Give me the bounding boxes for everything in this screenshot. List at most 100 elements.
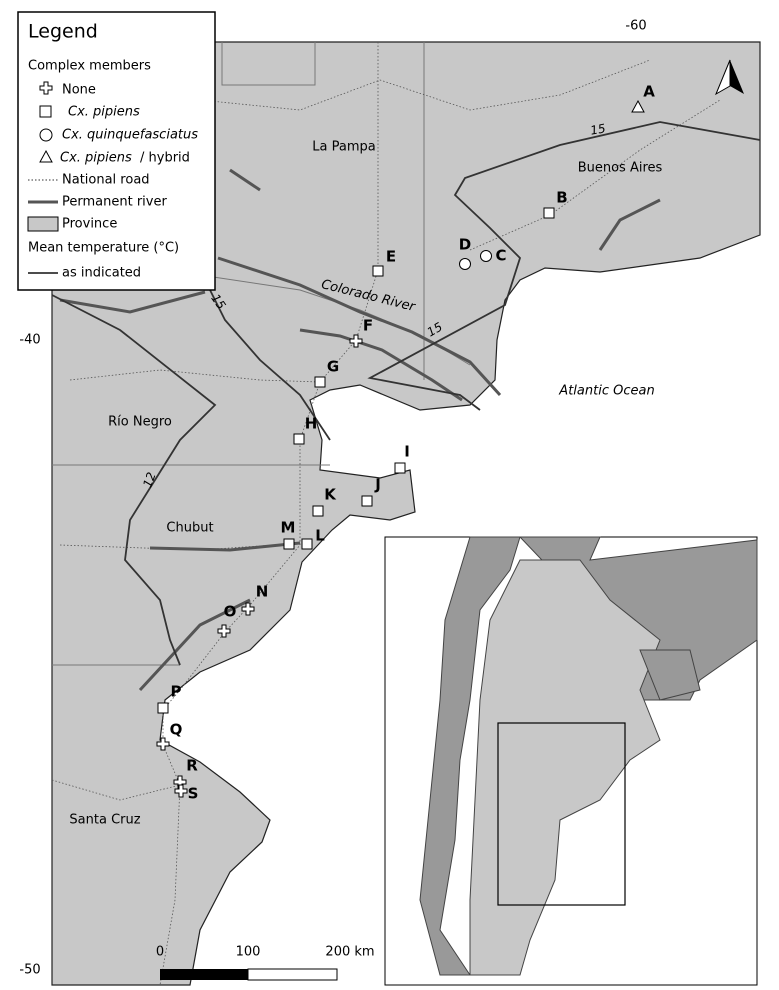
legend-cross: [39, 81, 53, 95]
site-marker: [361, 495, 373, 507]
site-marker: [293, 433, 305, 445]
chile: [419, 536, 521, 976]
site-label: M: [281, 519, 296, 537]
site-label: O: [224, 603, 237, 621]
site-marker: [156, 737, 170, 751]
rivers: [59, 168, 661, 692]
site-label: R: [186, 757, 198, 775]
north-arrow-right: [730, 60, 744, 94]
site-label: K: [324, 486, 337, 504]
site-label: P: [171, 683, 182, 701]
scale-segment: [160, 969, 248, 980]
isotherms: [51, 121, 761, 666]
legend-circle: [39, 128, 53, 142]
region-label: Río Negro: [108, 415, 172, 430]
isotherm: [51, 294, 217, 666]
scale-label: 0: [156, 945, 164, 960]
grid-label: -60: [625, 19, 646, 34]
legend-province: [27, 216, 59, 232]
river: [149, 541, 301, 552]
legend-item: Permanent river: [62, 195, 167, 210]
legend-item: Cx. pipiens: [68, 105, 140, 120]
river: [217, 256, 502, 397]
site-label: G: [327, 358, 339, 376]
site-label: D: [459, 236, 471, 254]
site-marker: [459, 258, 471, 270]
legend-item: Cx. pipiens: [60, 151, 132, 166]
region-label: La Pampa: [312, 140, 375, 155]
site-marker: [314, 376, 326, 388]
scale-bar: [160, 968, 338, 981]
site-label: C: [495, 247, 506, 265]
site-marker: [301, 538, 313, 550]
legend-heading: Complex members: [28, 59, 151, 74]
land: [51, 41, 761, 986]
site-label: L: [315, 527, 325, 545]
legend-item: / hybrid: [140, 151, 190, 166]
site-marker: [241, 602, 255, 616]
inset-extent: [497, 722, 626, 906]
scale-label: 100: [236, 945, 261, 960]
region-label: Santa Cruz: [69, 813, 140, 828]
site-label: F: [363, 317, 373, 335]
legend-item: as indicated: [62, 266, 141, 281]
region-label: Chubut: [166, 521, 213, 536]
site-marker: [543, 207, 555, 219]
site-label: B: [556, 189, 567, 207]
site-marker: [283, 538, 295, 550]
scale-segment: [247, 968, 338, 981]
site-marker: [173, 775, 187, 789]
legend-item: National road: [62, 173, 150, 188]
site-label: J: [374, 476, 381, 494]
legend-item: None: [62, 83, 96, 98]
site-marker: [631, 99, 645, 113]
site-marker: [217, 624, 231, 638]
legend-heading: Mean temperature (°C): [28, 241, 179, 256]
isotherm-label: 12: [140, 470, 158, 489]
river: [138, 598, 251, 692]
legend: Legend Complex members None Cx. pipiens …: [17, 11, 216, 291]
site-marker: [157, 702, 169, 714]
region-label: Buenos Aires: [578, 161, 663, 176]
isotherm-label: 15: [589, 121, 606, 137]
legend-square: [39, 105, 52, 118]
site-label: I: [404, 443, 410, 461]
site-marker: [312, 505, 324, 517]
site-label: A: [643, 83, 655, 101]
site-label: H: [305, 415, 318, 433]
scale-label: 200 km: [325, 945, 374, 960]
site-label: E: [386, 248, 396, 266]
inset: [384, 536, 758, 986]
river: [598, 198, 661, 251]
ocean-label: Atlantic Ocean: [558, 384, 654, 399]
argentina: [469, 559, 661, 976]
legend-box: [17, 11, 216, 291]
site-marker: [174, 784, 188, 798]
river: [299, 328, 463, 402]
north-arrow: [714, 59, 744, 96]
sites: A B C D E F G H I J K L M N O P QRS: [156, 83, 655, 803]
legend-title: Legend: [28, 21, 98, 43]
site-label: S: [188, 785, 199, 803]
grid-label: -50: [19, 963, 40, 978]
uruguay: [639, 649, 701, 701]
river: [59, 290, 206, 314]
river: [229, 168, 261, 192]
grid-label: -40: [19, 333, 40, 348]
legend-triangle: [39, 149, 53, 163]
site-marker: [480, 250, 492, 262]
province-border: [221, 42, 316, 86]
site-label: N: [256, 583, 269, 601]
site-marker: [394, 462, 406, 474]
road: [159, 42, 379, 986]
site-marker: [349, 334, 363, 348]
isotherm: [204, 279, 331, 441]
isotherm-label: 15: [425, 320, 445, 340]
road: [89, 59, 651, 121]
site-label: Q: [170, 721, 183, 739]
road: [51, 779, 181, 801]
isotherm: [367, 121, 761, 411]
legend-item: Cx. quinquefasciatus: [62, 128, 198, 143]
road: [69, 369, 321, 383]
